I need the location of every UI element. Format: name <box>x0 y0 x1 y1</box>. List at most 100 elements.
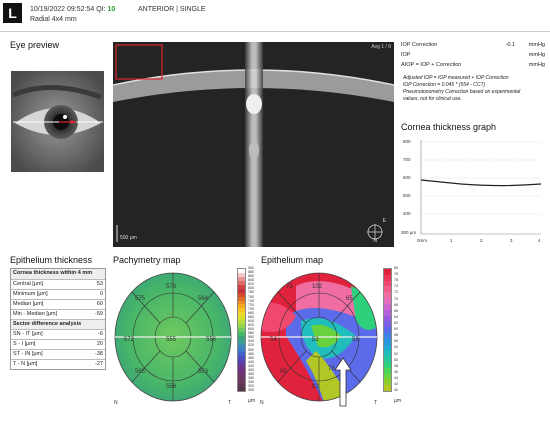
eye-badge: L <box>3 3 22 23</box>
pachy-scale-label: 700 <box>248 306 254 311</box>
epi-scale-label: 58 <box>394 333 398 338</box>
row-value: -6 <box>98 331 103 337</box>
pachy-scale-label: 620 <box>248 323 254 328</box>
oct-scale: 500 µm <box>120 235 137 241</box>
table-row: ST - IN [µm] -38 <box>11 349 105 359</box>
pachy-scale-swatch <box>238 387 245 392</box>
epi-value: 78 <box>328 366 335 372</box>
qi-label: QI: <box>96 6 106 13</box>
pachy-scale-label: 780 <box>248 290 254 295</box>
y-tick: 500 <box>403 193 411 198</box>
epi-scale-swatch <box>384 373 391 380</box>
epi-scale-swatch <box>384 286 391 293</box>
eye-preview-image[interactable] <box>11 71 104 172</box>
pachy-scale-label: 540 <box>248 339 254 344</box>
cornea-thickness-graph[interactable]: 800 700 600 500 400 300 µm 0mm 1 2 3 4 <box>401 136 546 248</box>
pachy-scale-swatch <box>238 367 245 372</box>
pachy-scale-label: 900 <box>248 266 254 270</box>
pachy-scale-swatch <box>238 300 245 305</box>
epi-scale-swatch <box>384 269 391 275</box>
pachy-value: 553 <box>198 369 209 375</box>
epi-temporal-label: T <box>374 400 378 406</box>
iop-note: Adjusted IOP = IOP measured + IOP Correc… <box>403 75 509 81</box>
epi-scale-labels: 80 78 76 74 72 70 68 66 64 62 60 58 56 54 52 50 48 46 44 42… <box>394 266 406 393</box>
epithelium-table: Cornea thickness within 4 mm Central [µm… <box>10 268 106 370</box>
epi-scale-label: 54 <box>394 345 398 350</box>
row-label: Min - Median [µm] <box>13 311 58 317</box>
pachy-value: 575 <box>135 296 146 302</box>
epi-scale-label: 68 <box>394 302 398 307</box>
epithelium-thickness-title: Epithelium thickness <box>10 255 93 265</box>
pachy-scale-label: 840 <box>248 278 254 283</box>
epi-nasal-label: N <box>260 400 264 406</box>
pachy-scale-label: 320 <box>248 384 254 389</box>
epi-scale-label: 52 <box>394 351 398 356</box>
iop-row: AIOP = IOP + Correction mmHg <box>401 62 546 72</box>
pachy-scale-swatch <box>238 332 245 336</box>
pachy-scale-swatch <box>238 276 245 281</box>
oct-bscan[interactable]: Avg 1 / 8 500 µm E N <box>113 42 394 247</box>
epi-value: 53 <box>352 337 359 343</box>
y-tick: 700 <box>403 157 411 162</box>
eye-preview-title: Eye preview <box>10 40 60 50</box>
epi-scale-label: 46 <box>394 369 398 374</box>
pachy-scale-swatch <box>238 335 245 340</box>
pachy-scale-swatch <box>238 316 245 321</box>
row-value: 60 <box>96 301 103 307</box>
table-row: Min - Median [µm] -59 <box>11 309 105 319</box>
row-label: S - I [µm] <box>13 341 36 347</box>
epi-scale-swatch <box>384 280 391 287</box>
epithelium-map[interactable]: 73 102 65 54 53 53 95 82 78 N T <box>256 266 382 408</box>
pachy-scale-swatch <box>238 292 245 297</box>
pachy-scale-label: 720 <box>248 302 254 307</box>
pachymetry-map-svg <box>114 272 232 402</box>
iop-notes: Adjusted IOP = IOP measured + IOP Correc… <box>401 75 546 103</box>
row-value: -38 <box>95 351 103 357</box>
epi-scale-swatch <box>384 350 391 357</box>
x-tick: 2 <box>480 238 483 243</box>
pachy-scale-swatch <box>238 324 245 329</box>
row-value: 53 <box>96 281 103 287</box>
section-label: Cornea thickness within 4 mm <box>13 270 93 276</box>
row-label: Median [µm] <box>13 301 44 307</box>
pachy-scale-label: 820 <box>248 282 254 287</box>
iop-value <box>489 52 515 62</box>
pachy-value: 558 <box>166 384 177 390</box>
iop-value: -0.1 <box>505 42 515 48</box>
pachy-scale-swatch <box>238 343 245 348</box>
pachymetry-map[interactable]: 573 575 564 572 555 556 565 553 558 N T <box>110 266 236 408</box>
epi-scale-swatch <box>384 356 391 362</box>
pachy-scale-swatch <box>238 308 245 313</box>
pachy-nasal-label: N <box>114 400 118 406</box>
epi-value: 65 <box>346 296 353 302</box>
row-label: T - N [µm] <box>13 361 38 367</box>
pachy-scale-label: 440 <box>248 359 254 364</box>
epi-scale-swatch <box>384 274 391 281</box>
row-value: 0 <box>99 291 103 297</box>
row-label: ST - IN [µm] <box>13 351 43 357</box>
iop-unit: mmHg <box>528 52 545 58</box>
epi-scale-label: 64 <box>394 314 398 319</box>
x-tick: 0mm <box>417 238 427 243</box>
pachy-scale-swatch <box>238 288 245 293</box>
pachy-scale-label: 460 <box>248 355 254 360</box>
epi-scale-swatch <box>384 298 391 304</box>
epi-scale-label: 56 <box>394 339 398 344</box>
header-divider <box>0 31 550 32</box>
table-section-header: Sector difference analysis <box>11 319 105 329</box>
iop-row: IOP mmHg <box>401 52 546 62</box>
pachy-scale-swatch <box>238 272 245 277</box>
pachy-scale-swatch <box>238 351 245 356</box>
pachy-scale-label: 340 <box>248 380 254 385</box>
pachy-scale-swatch <box>238 371 245 376</box>
epi-unit: µm <box>394 398 402 404</box>
iop-label: IOP Correction <box>401 42 438 48</box>
epi-scale-label: 76 <box>394 278 398 283</box>
epi-scale-label: 40 <box>394 388 398 393</box>
iop-panel: IOP Correction -0.1 mmHg IOP mmHg AIOP =… <box>401 42 546 103</box>
epi-scale-label: 72 <box>394 290 398 295</box>
epi-scale-swatch <box>384 292 391 299</box>
x-tick: 3 <box>510 238 513 243</box>
epi-value: 53 <box>312 337 319 343</box>
pachy-scale-swatch <box>238 284 245 289</box>
